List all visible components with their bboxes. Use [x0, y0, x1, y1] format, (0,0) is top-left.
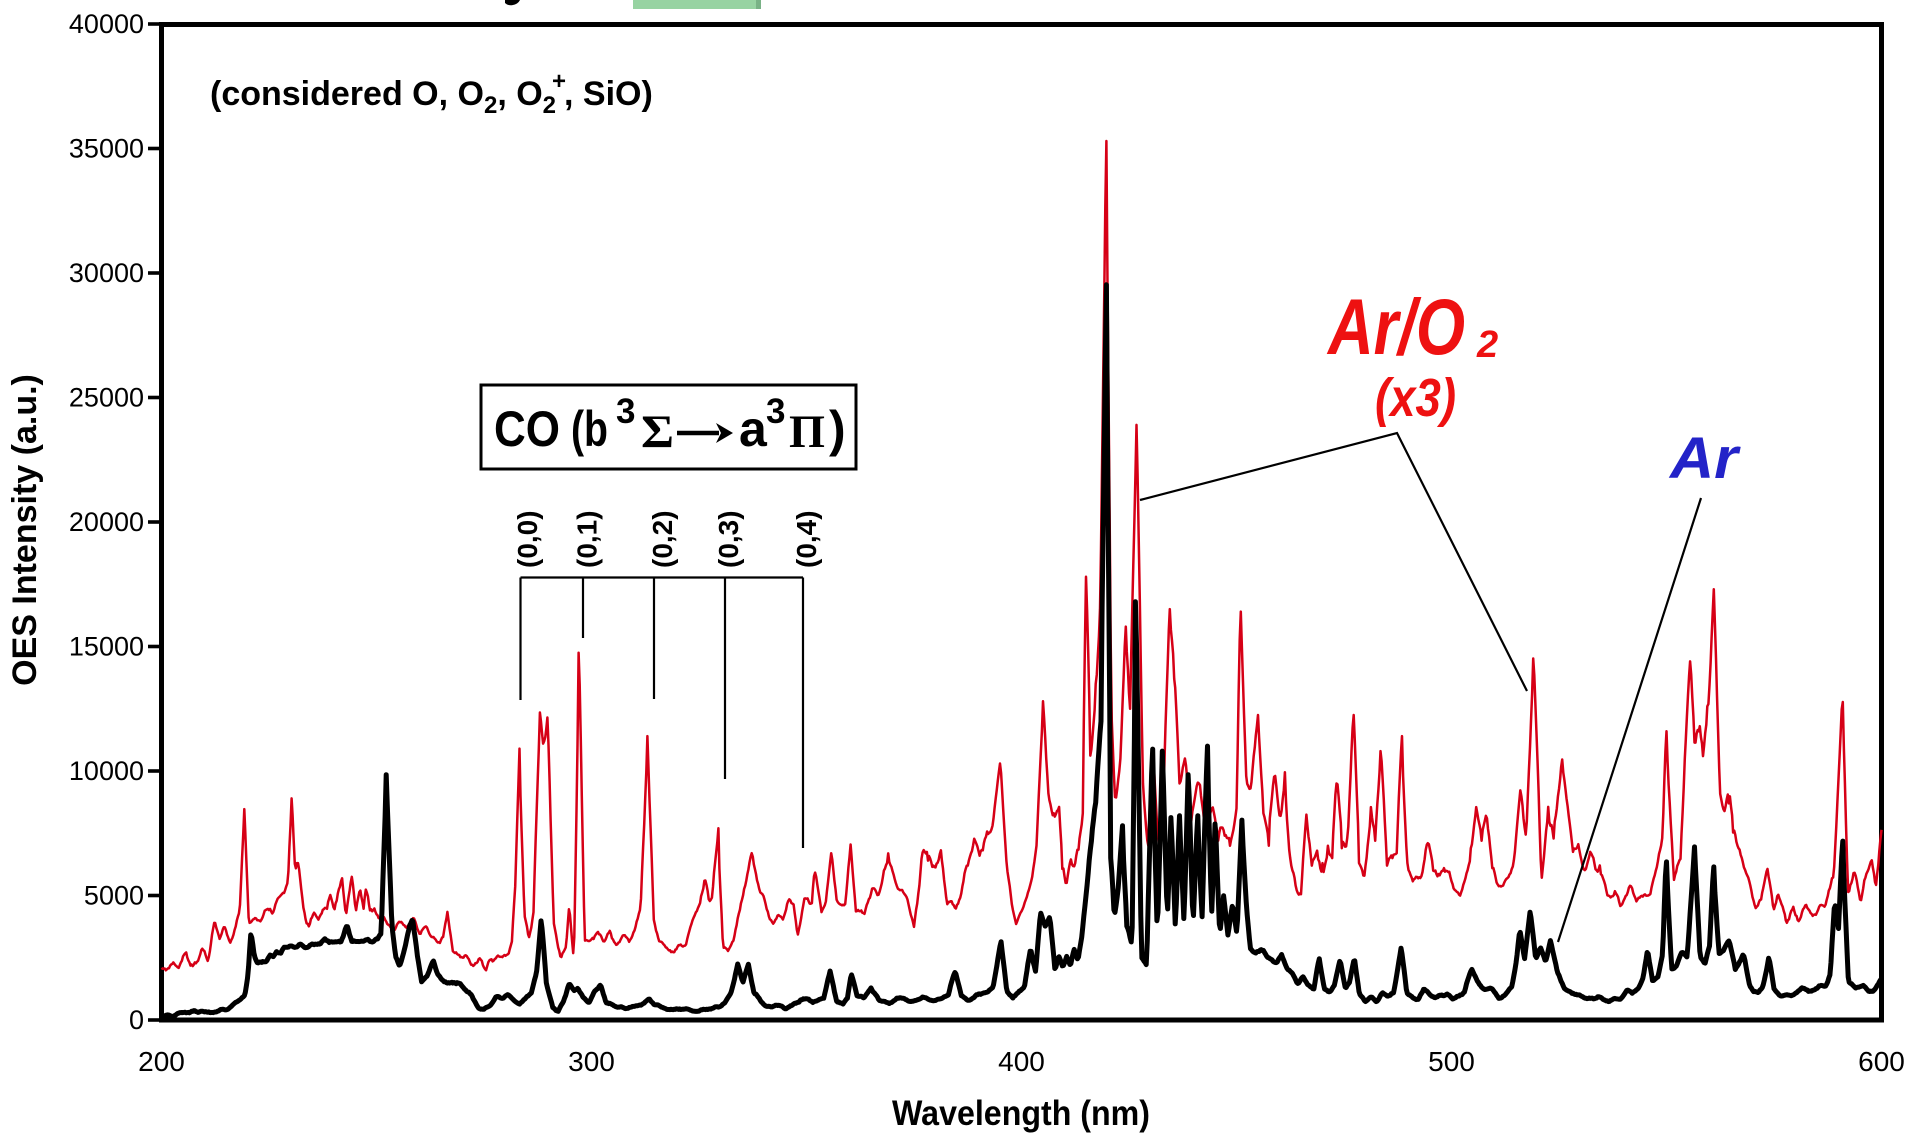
svg-text:3: 3 — [766, 392, 785, 431]
svg-text:CO: CO — [494, 401, 560, 457]
svg-text:Ar: Ar — [1668, 426, 1742, 491]
svg-text:3: 3 — [616, 392, 635, 431]
svg-text:30000: 30000 — [69, 258, 144, 288]
svg-text:(0,2): (0,2) — [647, 510, 678, 568]
svg-text:(0,4): (0,4) — [791, 510, 822, 568]
svg-text:(considered O, O2, O2+, SiO): (considered O, O2, O2+, SiO) — [210, 68, 653, 119]
svg-text:): ) — [829, 401, 846, 457]
svg-text:OES Intensity (a.u.): OES Intensity (a.u.) — [6, 374, 44, 686]
svg-text:Wavelength (nm): Wavelength (nm) — [892, 1094, 1150, 1133]
svg-text:2: 2 — [1476, 324, 1498, 366]
svg-text:(b: (b — [571, 401, 608, 457]
svg-text:500: 500 — [1428, 1046, 1475, 1077]
svg-text:5000: 5000 — [84, 881, 144, 911]
svg-text:a: a — [739, 401, 768, 457]
svg-text:40000: 40000 — [69, 9, 144, 39]
svg-text:600: 600 — [1858, 1046, 1905, 1077]
svg-text:20000: 20000 — [69, 507, 144, 537]
svg-text:25000: 25000 — [69, 383, 144, 413]
svg-text:(x3): (x3) — [1375, 368, 1456, 428]
svg-text:(0,0): (0,0) — [512, 510, 543, 568]
svg-text:(0,3): (0,3) — [713, 510, 744, 568]
svg-text:Π: Π — [789, 406, 825, 458]
svg-text:10000: 10000 — [69, 756, 144, 786]
svg-text:Σ: Σ — [641, 406, 674, 458]
svg-text:400: 400 — [998, 1046, 1045, 1077]
svg-text:(0,1): (0,1) — [572, 510, 603, 568]
svg-text:200: 200 — [138, 1046, 185, 1077]
svg-text:300: 300 — [568, 1046, 615, 1077]
svg-text:Ar/O: Ar/O — [1326, 282, 1465, 371]
svg-text:0: 0 — [129, 1005, 144, 1035]
svg-text:15000: 15000 — [69, 632, 144, 662]
svg-text:35000: 35000 — [69, 134, 144, 164]
